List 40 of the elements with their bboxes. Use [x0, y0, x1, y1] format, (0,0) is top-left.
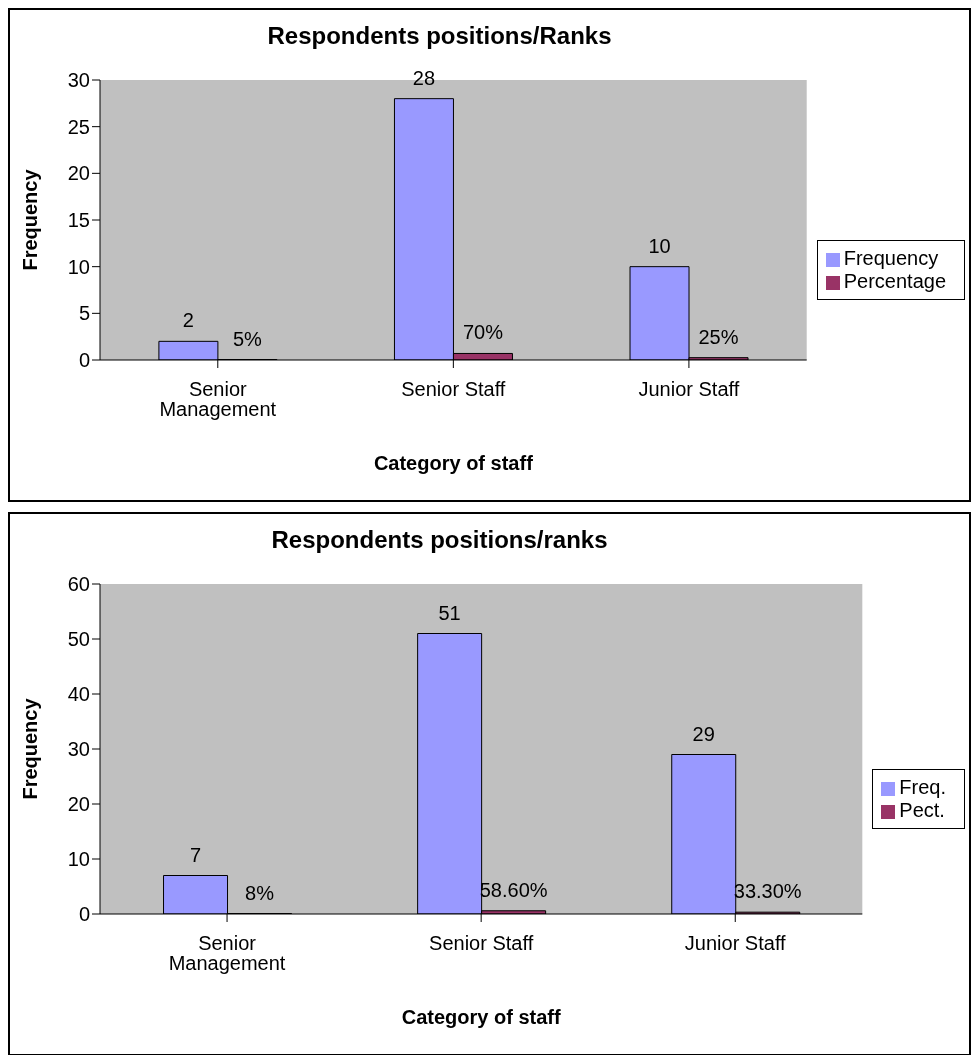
y-axis-title: Frequency: [19, 697, 42, 800]
data-label: 8%: [245, 881, 275, 904]
y-axis-title: Frequency: [19, 168, 42, 271]
data-label: 51: [438, 601, 461, 624]
x-tick-label: Senior Management: [159, 378, 277, 421]
data-label: 10: [648, 234, 671, 257]
legend-label: Freq.: [899, 776, 946, 798]
legend-label: Frequency: [843, 247, 939, 269]
data-label: 5%: [232, 327, 263, 350]
x-axis-title: Category of staff: [373, 452, 534, 474]
y-tick-label: 10: [67, 848, 90, 871]
x-tick-label: Junior Staff: [684, 932, 787, 955]
legend-label: Pect.: [899, 799, 945, 821]
chart-title: Respondents positions/Ranks: [266, 22, 613, 50]
data-label: 70%: [462, 321, 504, 344]
y-tick-label: 15: [67, 209, 90, 232]
y-tick-label: 30: [67, 738, 90, 761]
x-tick-label: Junior Staff: [638, 378, 740, 401]
data-label: 7: [189, 843, 202, 866]
y-tick-label: 60: [67, 573, 90, 596]
y-tick-label: 50: [67, 628, 90, 651]
legend-label: Percentage: [843, 270, 946, 292]
y-tick-label: 10: [67, 255, 90, 278]
y-tick-label: 20: [67, 793, 90, 816]
x-tick-label: Senior Staff: [401, 378, 506, 401]
y-tick-label: 5: [78, 302, 90, 325]
y-tick-label: 30: [67, 69, 90, 92]
data-label: 25%: [698, 325, 739, 348]
x-axis-title: Category of staff: [401, 1006, 561, 1028]
chart-title: Respondents positions/ranks: [270, 526, 609, 554]
x-tick-label: Senior Staff: [429, 932, 534, 955]
x-tick-label: Senior Management: [168, 932, 286, 975]
y-tick-label: 0: [78, 903, 90, 926]
y-tick-label: 40: [67, 683, 90, 706]
data-label: 2: [182, 309, 194, 332]
y-tick-label: 0: [78, 349, 90, 372]
y-tick-label: 25: [67, 115, 90, 138]
data-label: 29: [692, 722, 715, 745]
y-tick-label: 20: [67, 162, 90, 185]
data-label: 28: [412, 66, 436, 89]
